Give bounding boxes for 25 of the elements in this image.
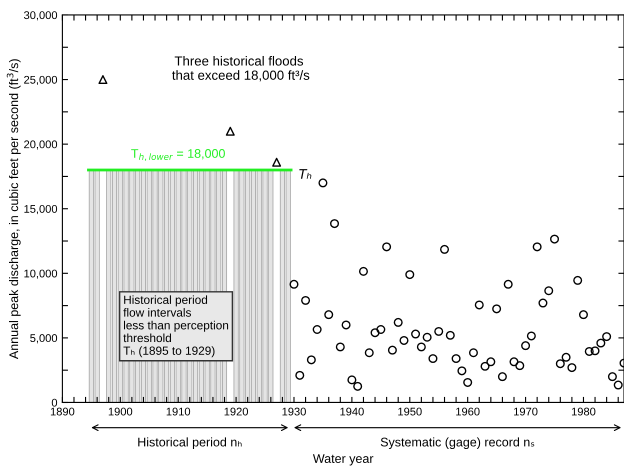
ref-line-label: T$_{h,lower}$ = 18,000 [131, 149, 225, 161]
y-tick-label: 5,000 [30, 334, 58, 344]
y-tick-label: 20,000 [24, 140, 58, 150]
y-tick-label: 10,000 [24, 270, 58, 279]
x-tick-label: 1920 [224, 408, 248, 416]
y-tick-label: 30,000 [24, 11, 58, 20]
x-tick-label: 1910 [166, 408, 190, 416]
y-tick-label: 15,000 [24, 204, 58, 214]
annotation: Three historical floods that exceed 18,000 ft³/s [172, 56, 310, 82]
annotation: Historical period flow intervals less than perception threshold Tₕ (1895 to 1929) [123, 295, 228, 358]
text: Historical period nₕ [138, 437, 242, 449]
x-tick-label: 1960 [456, 408, 480, 416]
x-tick-label: 1900 [108, 408, 132, 416]
x-tick-label: 1950 [398, 408, 422, 416]
x-tick-label: 1940 [340, 408, 364, 416]
x-tick-label: 1970 [514, 408, 538, 416]
x-axis-title: Water year [312, 454, 374, 466]
x-tick-label: 1930 [282, 408, 306, 416]
x-tick-label: 1980 [572, 408, 596, 416]
y-axis-title: Annual peak discharge, in cubic feet per second (ft$^{3}$/s) [6, 59, 21, 360]
x-tick-label: 1890 [50, 408, 74, 416]
annotation: Tₕ [299, 169, 312, 179]
y-tick-label: 0 [52, 398, 58, 407]
y-tick-label: 25,000 [24, 76, 58, 86]
text: Systematic (gage) record nₛ [380, 437, 534, 449]
